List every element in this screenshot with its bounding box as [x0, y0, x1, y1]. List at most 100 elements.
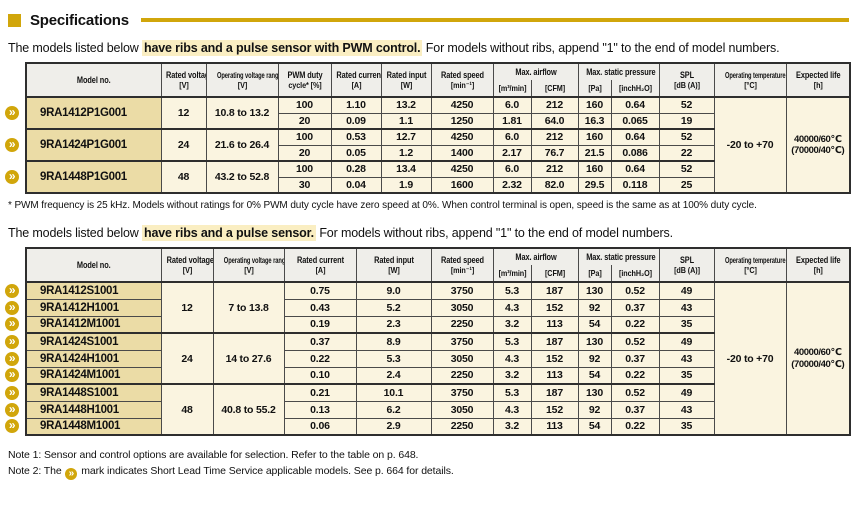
model-cell: » 9RA1424P1G001	[5, 128, 162, 162]
cell: 160	[577, 96, 612, 114]
cell: 0.75	[283, 281, 357, 300]
cell: 2.17	[492, 144, 532, 162]
cell: 3.2	[492, 366, 532, 385]
pulse-models-table: Model no. Rated voltage [V] Operating vol…	[5, 247, 852, 436]
cell: 21.6 to 26.4	[205, 128, 279, 162]
life-line2: (70000/40℃)	[791, 145, 845, 156]
cell: 10.8 to 13.2	[205, 96, 279, 130]
short-lead-time-icon: »	[5, 106, 19, 120]
col-header-operating-temperature: Operating temperature [°C]	[713, 247, 787, 283]
col-header-rated-voltage: Rated voltage[V]	[160, 62, 207, 98]
section-header: Specifications	[8, 10, 849, 30]
pwm-table-wrap: Model no. Rated voltage[V] Operating vol…	[5, 62, 852, 194]
cell: 160	[577, 160, 612, 178]
table-row: » 9RA1424H1001 0.22 5.3 3050 4.3 152 92 0…	[5, 349, 850, 368]
short-lead-time-icon: »	[5, 402, 19, 417]
expected-life-cell: 40000/60℃ (70000/40℃)	[785, 96, 851, 194]
table-row: » 9RA1448S1001 48 40.8 to 55.2 0.21 10.1 …	[5, 383, 850, 436]
intro-highlight: have ribs and a pulse sensor with PWM co…	[141, 40, 423, 56]
short-lead-time-icon: »	[5, 351, 19, 366]
cell: 0.09	[330, 112, 382, 130]
unit-cfm: [CFM]	[530, 80, 579, 98]
table-row: » 9RA1412S1001 12 7 to 13.8 0.75 9.0 3750…	[5, 281, 851, 436]
cell: 2250	[430, 315, 494, 334]
cell: 6.0	[492, 96, 532, 114]
cell: 92	[577, 349, 612, 368]
table-row: » 9RA1424S1001 24 14 to 27.6 0.37 8.9 375…	[5, 332, 850, 385]
cell: 0.13	[283, 400, 357, 419]
table-row: » 9RA1448H1001 0.13 6.2 3050 4.3 152 92 0…	[5, 400, 850, 419]
model-number: 9RA1448M1001	[40, 420, 121, 433]
model-number: 9RA1424H1001	[40, 352, 119, 365]
intro-pre: The models listed below	[8, 41, 142, 55]
model-number: 9RA1424M1001	[40, 369, 121, 382]
short-lead-time-icon: »	[5, 334, 19, 349]
cell: 5.3	[355, 349, 432, 368]
cell: 4250	[430, 160, 494, 178]
col-header-rated-voltage: Rated voltage[V]	[160, 247, 214, 283]
intro-post: For models without ribs, append "1" to t…	[316, 226, 673, 240]
cell: 130	[577, 383, 612, 402]
short-lead-time-icon: »	[5, 419, 19, 434]
cell: 0.05	[330, 144, 382, 162]
cell: 82.0	[530, 176, 579, 194]
unit-cfm: [CFM]	[530, 265, 579, 283]
col-header-spl: SPL [dB (A)]	[658, 62, 715, 98]
cell: 48	[160, 160, 207, 194]
unit-pa: [Pa]	[577, 80, 612, 98]
cell: 20	[277, 112, 332, 130]
unit-pa: [Pa]	[577, 265, 612, 283]
model-cell: » 9RA1412P1G001	[5, 96, 162, 130]
col-header-expected-life: Expected life [h]	[785, 62, 851, 98]
cell: 100	[277, 96, 332, 114]
cell: 0.37	[283, 332, 357, 351]
cell: 0.52	[610, 281, 660, 300]
cell: 4250	[430, 128, 494, 146]
cell: 43	[658, 400, 715, 419]
notes-block: Note 1: Sensor and control options are a…	[8, 447, 849, 481]
cell: 8.9	[355, 332, 432, 351]
cell: 7 to 13.8	[212, 281, 285, 334]
col-header-rated-input: Rated input [W]	[380, 62, 432, 98]
table-row: » 9RA1412P1G001 12 10.8 to 13.2 100 1.10 …	[5, 96, 851, 194]
col-header-max-airflow: Max. airflow	[492, 62, 579, 80]
cell: 0.04	[330, 176, 382, 194]
cell: 43.2 to 52.8	[205, 160, 279, 194]
header-row: Model no. Rated voltage[V] Operating vol…	[25, 62, 851, 98]
cell: 0.64	[610, 128, 660, 146]
cell: 152	[530, 298, 579, 317]
cell: 2250	[430, 417, 494, 436]
cell: 113	[530, 417, 579, 436]
cell: 1250	[430, 112, 494, 130]
short-lead-time-icon: »	[5, 317, 19, 332]
cell: 3.2	[492, 315, 532, 334]
cell: 0.37	[610, 298, 660, 317]
cell: 0.22	[610, 417, 660, 436]
cell: 0.37	[610, 400, 660, 419]
table-row: » 9RA1448P1G001 48 43.2 to 52.8 100 0.28 …	[5, 160, 850, 194]
cell: 35	[658, 315, 715, 334]
cell: 1400	[430, 144, 494, 162]
cell: 5.2	[355, 298, 432, 317]
expected-life-cell: 40000/60℃ (70000/40℃)	[785, 281, 851, 436]
cell: 54	[577, 417, 612, 436]
cell: 0.19	[283, 315, 357, 334]
unit-m3min: [m³/min]	[492, 265, 532, 283]
cell: 54	[577, 366, 612, 385]
cell: 160	[577, 128, 612, 146]
cell: 0.37	[610, 349, 660, 368]
cell: 187	[530, 281, 579, 300]
col-header-rated-speed: Rated speed [min⁻¹]	[430, 62, 494, 98]
cell: 35	[658, 366, 715, 385]
life-line1: 40000/60℃	[794, 133, 842, 145]
model-cell: » 9RA1412H1001	[5, 298, 162, 317]
col-header-model: Model no.	[25, 62, 162, 98]
cell: 49	[658, 383, 715, 402]
cell: 0.28	[330, 160, 382, 178]
cell: 48	[160, 383, 214, 436]
model-cell: » 9RA1448S1001	[5, 383, 162, 402]
cell: 49	[658, 332, 715, 351]
short-lead-time-icon: »	[5, 385, 19, 400]
note-2: Note 2: The » mark indicates Short Lead …	[8, 463, 849, 481]
pulse-table-wrap: Model no. Rated voltage [V] Operating vol…	[5, 247, 852, 436]
